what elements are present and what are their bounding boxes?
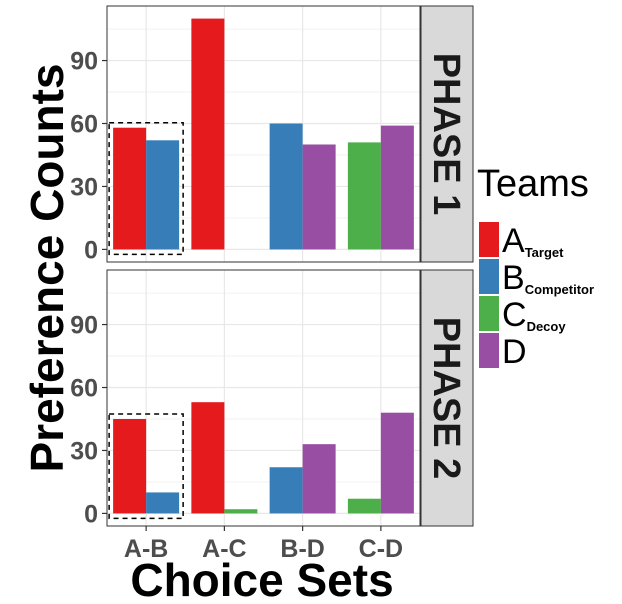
y-tick-label: 90 — [70, 48, 98, 76]
panel-border — [106, 269, 421, 527]
bar-D-B-D — [302, 444, 336, 514]
legend-label-C: CDecoy — [502, 296, 566, 334]
legend-key-B — [479, 259, 499, 294]
y-tick-label: 0 — [84, 500, 98, 528]
legend-title: Teams — [477, 163, 589, 205]
bar-A-A-B — [113, 127, 147, 250]
bar-B-B-D — [269, 123, 303, 250]
panel-background — [107, 270, 420, 526]
y-tick-label: 90 — [70, 312, 98, 340]
x-axis-title: Choice Sets — [130, 554, 393, 604]
legend-label-D: D — [502, 333, 527, 371]
legend-key-C — [479, 296, 499, 331]
facet-panel: 0 30 60 90 PHASE 1 — [70, 5, 474, 264]
facet-panels: 0 30 60 90 PHASE 1 0 30 60 90 PHASE 2 — [70, 5, 474, 528]
bar-B-A-B — [146, 140, 180, 250]
legend-label-A: ATarget — [502, 222, 564, 260]
facet-panel: 0 30 60 90 PHASE 2 — [70, 269, 474, 528]
highlight-box — [108, 413, 184, 520]
y-tick-label: 30 — [70, 173, 98, 201]
facet-strip-label: PHASE 2 — [425, 317, 467, 480]
y-axis-title: Preference Counts — [21, 63, 73, 472]
panel-border — [106, 5, 421, 263]
bar-C-C-D — [347, 498, 381, 514]
x-tick-label: A-C — [202, 535, 246, 563]
bar-B-B-D — [269, 467, 303, 514]
x-tick-label: C-D — [359, 535, 403, 563]
x-axis: A-B A-C B-D C-D — [124, 526, 403, 563]
y-tick-label: 60 — [70, 111, 98, 139]
highlight-box — [108, 121, 184, 256]
legend-label-B: BCompetitor — [502, 259, 594, 297]
y-tick-label: 30 — [70, 437, 98, 465]
bar-D-B-D — [302, 144, 336, 250]
x-tick-label: A-B — [124, 535, 168, 563]
facet-strip-label: PHASE 1 — [425, 53, 467, 216]
x-tick-label: B-D — [280, 535, 324, 563]
legend-key-D — [479, 333, 499, 368]
bar-C-A-C — [224, 509, 258, 514]
facet-strip — [420, 269, 474, 527]
bar-D-C-D — [380, 412, 414, 514]
y-tick-label: 60 — [70, 375, 98, 403]
legend-key-A — [479, 222, 499, 257]
bar-D-C-D — [380, 125, 414, 250]
bar-A-A-B — [113, 418, 147, 514]
bar-A-A-C — [191, 402, 225, 514]
bar-C-C-D — [347, 142, 381, 250]
y-tick-label: 0 — [84, 236, 98, 264]
bar-A-A-C — [191, 18, 225, 250]
bar-B-A-B — [146, 492, 180, 514]
facet-strip — [420, 5, 474, 263]
